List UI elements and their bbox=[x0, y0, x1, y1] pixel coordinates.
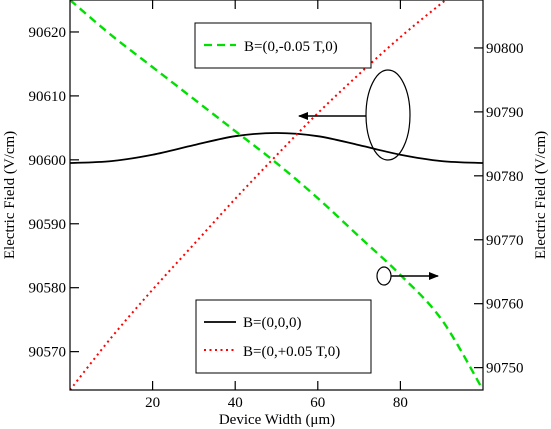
y-right-tick-label-4: 90790 bbox=[486, 105, 524, 121]
y-axis-right-ticks: 90750 90760 90770 90780 90790 90800 bbox=[474, 41, 524, 377]
y-axis-left-ticks: 90570 90580 90590 90600 90610 90620 bbox=[29, 25, 79, 361]
x-axis-ticks: 20 40 60 80 bbox=[145, 0, 408, 411]
legend-top: B=(0,-0.05 T,0) bbox=[194, 22, 372, 69]
annotation-right-pointer bbox=[376, 266, 439, 286]
y-left-tick-label-3: 90600 bbox=[29, 153, 67, 169]
x-axis-label: Device Width (μm) bbox=[219, 412, 335, 428]
x-tick-label-1: 40 bbox=[228, 395, 243, 411]
x-tick-label-0: 20 bbox=[145, 395, 160, 411]
y-right-tick-label-3: 90780 bbox=[486, 169, 524, 185]
x-tick-label-2: 60 bbox=[310, 395, 325, 411]
y-right-tick-label-5: 90800 bbox=[486, 41, 524, 57]
x-tick-label-3: 80 bbox=[393, 395, 408, 411]
legend-bottom-label-0: B=(0,0,0) bbox=[243, 315, 301, 331]
series-line-1 bbox=[70, 0, 448, 390]
series-layer bbox=[70, 0, 483, 390]
y-left-tick-label-0: 90570 bbox=[29, 345, 67, 361]
annotation-ellipse-large bbox=[365, 69, 411, 161]
y-right-tick-label-1: 90760 bbox=[486, 297, 524, 313]
y-left-tick-label-5: 90620 bbox=[29, 25, 67, 41]
y-axis-right-label: Electric Field (V/cm) bbox=[533, 131, 549, 259]
legend-top-label: B=(0,-0.05 T,0) bbox=[244, 39, 338, 55]
y-left-tick-label-4: 90610 bbox=[29, 89, 67, 105]
series-line-2 bbox=[70, 0, 483, 390]
y-left-tick-label-1: 90580 bbox=[29, 281, 67, 297]
plot-frame bbox=[69, 0, 484, 391]
legend-bottom: B=(0,0,0) B=(0,+0.05 T,0) bbox=[195, 299, 372, 374]
series-line-0 bbox=[70, 132, 483, 164]
y-right-tick-label-2: 90770 bbox=[486, 233, 524, 249]
legend-bottom-box bbox=[195, 299, 372, 374]
annotation-left-pointer bbox=[298, 69, 411, 161]
y-right-tick-label-0: 90750 bbox=[486, 361, 524, 377]
legend-bottom-label-1: B=(0,+0.05 T,0) bbox=[243, 344, 340, 360]
y-axis-left-label: Electric Field (V/cm) bbox=[2, 131, 18, 259]
y-left-tick-label-2: 90590 bbox=[29, 217, 67, 233]
annotation-ellipse-small bbox=[376, 266, 392, 286]
